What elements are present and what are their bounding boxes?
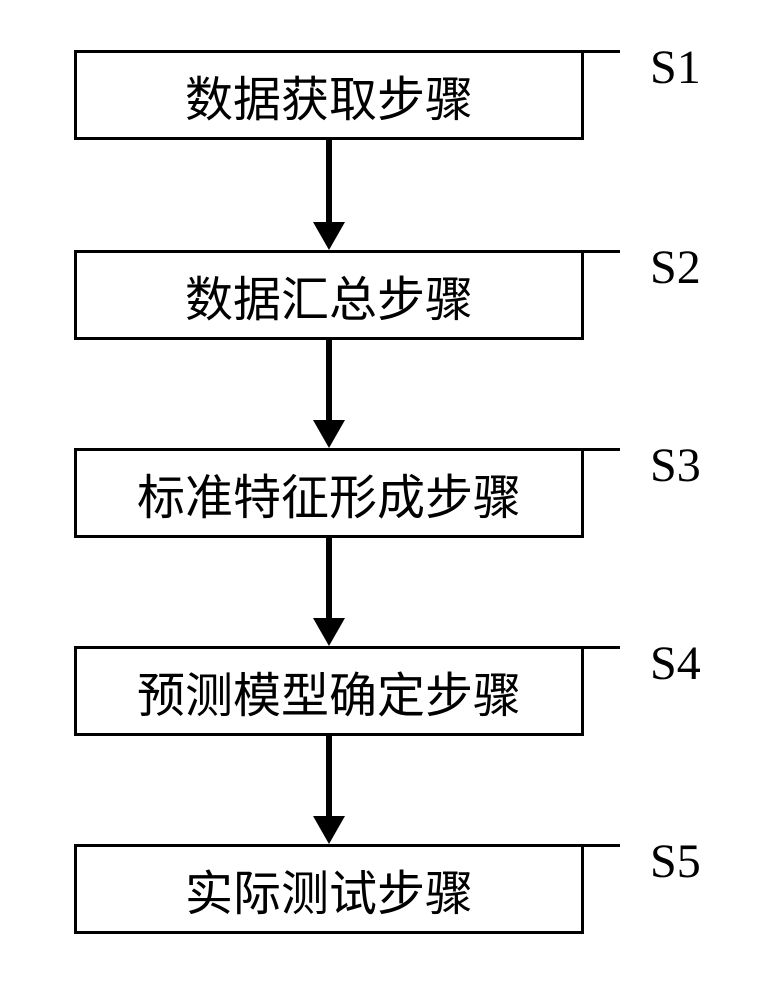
flowchart-node: 标准特征形成步骤	[74, 448, 584, 538]
flowchart-node: 预测模型确定步骤	[74, 646, 584, 736]
node-label: 数据获取步骤	[185, 60, 473, 130]
node-label: 实际测试步骤	[185, 854, 473, 924]
node-tag: S1	[650, 40, 701, 95]
label-tick	[584, 448, 620, 451]
node-tag: S2	[650, 240, 701, 295]
label-tick	[584, 646, 620, 649]
node-label: 数据汇总步骤	[185, 260, 473, 330]
label-tick	[584, 844, 620, 847]
flowchart-arrow-line	[326, 538, 332, 618]
flowchart-arrow-line	[326, 140, 332, 222]
flowchart-arrow-head	[313, 816, 345, 844]
flowchart-arrow-head	[313, 618, 345, 646]
node-tag: S4	[650, 636, 701, 691]
flowchart-node: 实际测试步骤	[74, 844, 584, 934]
label-tick	[584, 250, 620, 253]
flowchart-arrow-head	[313, 420, 345, 448]
label-tick	[584, 50, 620, 53]
flowchart-arrow-line	[326, 736, 332, 816]
flowchart-arrow-line	[326, 340, 332, 420]
node-label: 预测模型确定步骤	[137, 656, 521, 726]
node-tag: S3	[650, 438, 701, 493]
flowchart-node: 数据汇总步骤	[74, 250, 584, 340]
node-tag: S5	[650, 834, 701, 889]
flowchart-arrow-head	[313, 222, 345, 250]
node-label: 标准特征形成步骤	[137, 458, 521, 528]
flowchart-node: 数据获取步骤	[74, 50, 584, 140]
flowchart-container: 数据获取步骤 S1 数据汇总步骤 S2 标准特征形成步骤 S3 预测模型确定步骤…	[0, 0, 777, 1000]
